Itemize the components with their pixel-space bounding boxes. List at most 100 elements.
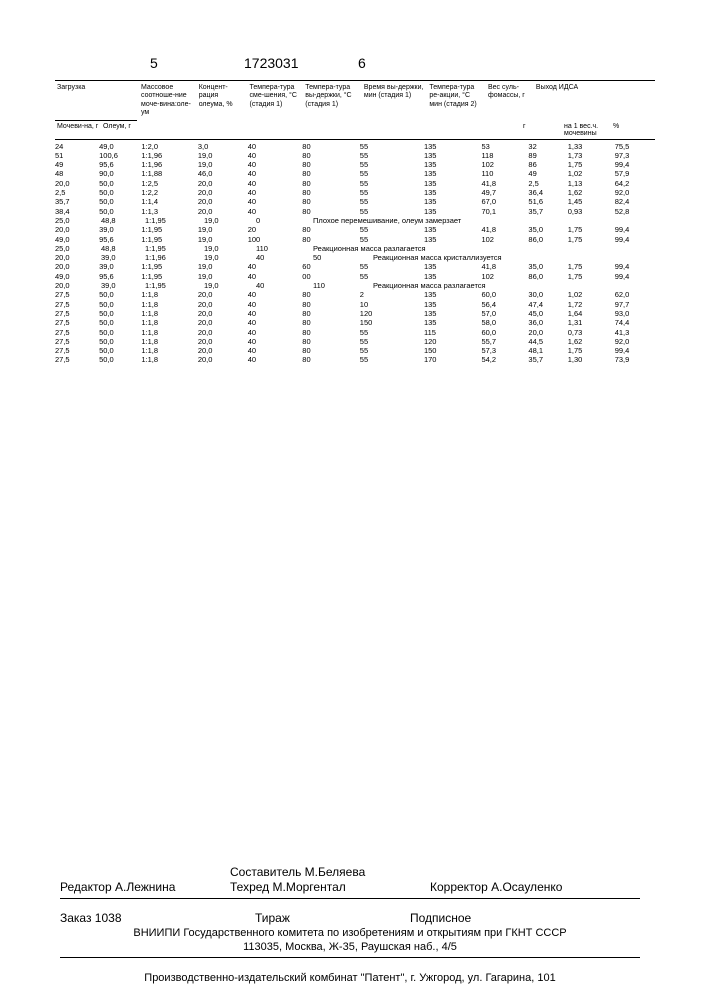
table-row: 2,550,01:2,220,040805513549,736,41,6292,…	[55, 188, 655, 197]
table-cell: 118	[481, 151, 528, 160]
table-cell: 55	[360, 188, 424, 197]
table-cell: 50,0	[99, 179, 141, 188]
table-cell: 135	[424, 235, 481, 244]
table-cell: 41,8	[481, 225, 528, 234]
table-cell: 135	[424, 142, 481, 151]
table-cell: 97,7	[615, 300, 655, 309]
table-cell: 99,4	[615, 262, 655, 271]
table-cell: 40	[248, 197, 303, 206]
editor-credit: Редактор А.Лежнина	[60, 880, 230, 894]
table-cell: 46,0	[198, 169, 248, 178]
table-cell: 40	[248, 355, 303, 364]
table-cell: 95,6	[99, 272, 141, 281]
table-cell: 25,0	[55, 244, 101, 253]
table-cell: 135	[424, 300, 481, 309]
table-cell: 1:1,95	[141, 272, 198, 281]
table-cell: 55	[360, 197, 424, 206]
table-cell: 1:1,96	[141, 160, 198, 169]
table-cell: 57,0	[481, 309, 528, 318]
col-load: Загрузка	[55, 84, 139, 118]
subscription: Подписное	[410, 911, 471, 925]
table-cell: 35,0	[528, 262, 567, 271]
table-cell: 135	[424, 262, 481, 271]
table-cell: 1,73	[568, 151, 615, 160]
page-number-right: 6	[358, 55, 366, 71]
table-cell: 48	[55, 169, 99, 178]
table-cell: 135	[424, 309, 481, 318]
table-cell: 1,75	[568, 225, 615, 234]
table-cell: 150	[360, 318, 424, 327]
table-cell: 40	[256, 253, 313, 262]
table-cell: 115	[424, 328, 481, 337]
table-cell: 60,0	[481, 328, 528, 337]
table-cell: 39,0	[101, 281, 145, 290]
table-cell: 102	[481, 160, 528, 169]
table-cell: 40	[248, 160, 303, 169]
table-cell: 73,9	[615, 355, 655, 364]
col-temp-mix: Темпера-тура сме-шения, °С (стадия 1)	[248, 84, 304, 118]
table-cell: 1,31	[568, 318, 615, 327]
table-cell: 55	[360, 179, 424, 188]
table-cell: 80	[302, 142, 359, 151]
table-cell: 2,5	[55, 188, 99, 197]
table-cell: 55,7	[481, 337, 528, 346]
table-cell: 1:1,95	[141, 235, 198, 244]
table-cell: 50,0	[99, 290, 141, 299]
table-cell: 1,13	[568, 179, 615, 188]
table-row: 38,450,01:1,320,040805513570,135,70,9352…	[55, 207, 655, 216]
table-cell: 80	[302, 346, 359, 355]
table-cell: 1:1,8	[141, 290, 198, 299]
table-cell: 55	[360, 207, 424, 216]
table-cell: 1:1,8	[141, 300, 198, 309]
table-cell: 36,0	[528, 318, 567, 327]
table-cell: 35,7	[528, 207, 567, 216]
table-cell: 40	[248, 151, 303, 160]
table-cell: 48,1	[528, 346, 567, 355]
table-cell: 55	[360, 355, 424, 364]
table-cell: 135	[424, 179, 481, 188]
sub-per-part: на 1 вес.ч. мочевины	[562, 123, 611, 137]
table-cell: 99,4	[615, 346, 655, 355]
table-cell: 35,0	[528, 225, 567, 234]
table-cell: 1:1,4	[141, 197, 198, 206]
table-cell: 54,2	[481, 355, 528, 364]
table-cell: 20,0	[198, 300, 248, 309]
table-cell: 67,0	[481, 197, 528, 206]
col-temp-hold: Темпера-тура вы-держки, °С (стадия 1)	[303, 84, 362, 118]
table-cell: 27,5	[55, 328, 99, 337]
table-row: 20,039,01:1,9519,040605513541,835,01,759…	[55, 262, 655, 271]
table-cell: 1:1,8	[141, 346, 198, 355]
table-row: 20,039,01:1,9519,040110Реакционная масса…	[55, 281, 655, 290]
table-header-row: Загрузка Массовое соотноше-ние моче-вина…	[55, 81, 655, 120]
techred-credit: Техред М.Моргентал	[230, 880, 430, 894]
table-cell: 50,0	[99, 197, 141, 206]
table-cell: 135	[424, 290, 481, 299]
table-cell: 20,0	[198, 328, 248, 337]
table-cell: 1:1,8	[141, 337, 198, 346]
table-cell: 80	[302, 225, 359, 234]
table-row: 27,550,01:1,820,04080213560,030,01,0262,…	[55, 290, 655, 299]
patent-number: 1723031	[244, 55, 299, 71]
table-cell: 50,0	[99, 207, 141, 216]
table-cell: 100,6	[99, 151, 141, 160]
table-cell: 20,0	[198, 355, 248, 364]
table-cell: 1,64	[568, 309, 615, 318]
table-cell: 1:1,96	[145, 253, 204, 262]
table-row: 27,550,01:1,820,040805512055,744,51,6292…	[55, 337, 655, 346]
table-cell: 49,0	[55, 235, 99, 244]
table-cell: 80	[302, 207, 359, 216]
table-cell: 40	[256, 281, 313, 290]
table-row: 51100,61:1,9619,0408055135118891,7397,3	[55, 151, 655, 160]
table-cell: 24	[55, 142, 99, 151]
table-cell: 1,75	[568, 160, 615, 169]
table-cell: 55	[360, 235, 424, 244]
table-cell: 1:1,88	[141, 169, 198, 178]
table-cell: 135	[424, 318, 481, 327]
row-note: Плохое перемешивание, олеум замерзает	[313, 216, 461, 225]
table-cell: 170	[424, 355, 481, 364]
table-cell: 0,73	[568, 328, 615, 337]
table-cell: 19,0	[198, 235, 248, 244]
table-cell: 51	[55, 151, 99, 160]
table-row: 25,048,81:1,9519,00Плохое перемешивание,…	[55, 216, 655, 225]
table-cell: 1:1,95	[145, 216, 204, 225]
